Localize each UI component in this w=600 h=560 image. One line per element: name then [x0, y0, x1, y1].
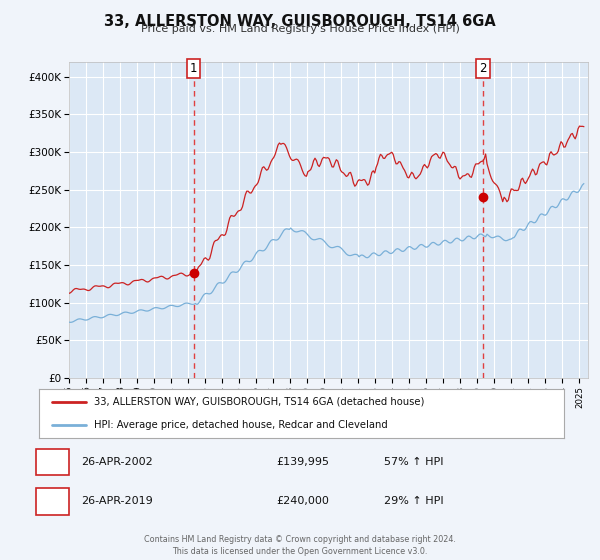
Text: £240,000: £240,000: [276, 496, 329, 506]
Text: 33, ALLERSTON WAY, GUISBOROUGH, TS14 6GA: 33, ALLERSTON WAY, GUISBOROUGH, TS14 6GA: [104, 14, 496, 29]
Text: HPI: Average price, detached house, Redcar and Cleveland: HPI: Average price, detached house, Redc…: [94, 419, 388, 430]
Text: 57% ↑ HPI: 57% ↑ HPI: [384, 457, 443, 467]
Text: 1: 1: [49, 455, 56, 469]
Text: 26-APR-2019: 26-APR-2019: [81, 496, 153, 506]
Text: 33, ALLERSTON WAY, GUISBOROUGH, TS14 6GA (detached house): 33, ALLERSTON WAY, GUISBOROUGH, TS14 6GA…: [94, 397, 425, 407]
Text: 26-APR-2002: 26-APR-2002: [81, 457, 153, 467]
Text: Contains HM Land Registry data © Crown copyright and database right 2024.
This d: Contains HM Land Registry data © Crown c…: [144, 535, 456, 556]
Text: 2: 2: [49, 494, 56, 508]
Text: 2: 2: [479, 62, 487, 74]
Text: Price paid vs. HM Land Registry's House Price Index (HPI): Price paid vs. HM Land Registry's House …: [140, 24, 460, 34]
Text: 29% ↑ HPI: 29% ↑ HPI: [384, 496, 443, 506]
Text: £139,995: £139,995: [276, 457, 329, 467]
Text: 1: 1: [190, 62, 197, 74]
Bar: [194, 62, 483, 378]
